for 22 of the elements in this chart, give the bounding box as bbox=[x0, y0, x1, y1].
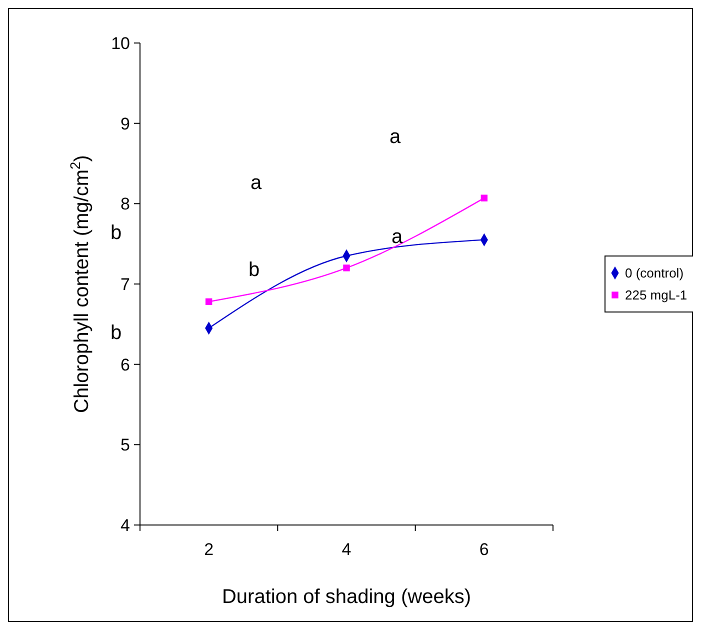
x-tick-label: 6 bbox=[479, 540, 489, 559]
annotation: a bbox=[391, 226, 404, 248]
text: b bbox=[110, 322, 122, 344]
y-tick-label: 4 bbox=[120, 516, 130, 535]
annotation: b bbox=[248, 259, 260, 281]
point bbox=[343, 264, 350, 272]
y-tick-label: 6 bbox=[120, 355, 130, 374]
y-tick-label: 10 bbox=[111, 34, 130, 53]
x-tick-label: 4 bbox=[342, 540, 352, 559]
text: b bbox=[110, 222, 122, 244]
annotation: a bbox=[389, 126, 402, 148]
legend-label: 0 (control) bbox=[625, 266, 684, 281]
legend-label: 225 mgL-1 bbox=[625, 288, 688, 303]
x-tick-label: 2 bbox=[204, 540, 214, 559]
annotation: a bbox=[250, 172, 262, 194]
point bbox=[205, 298, 212, 306]
y-tick-label: 5 bbox=[120, 436, 130, 455]
y-tick-label: 9 bbox=[120, 114, 130, 134]
y-tick-label: 8 bbox=[120, 194, 130, 214]
x-axis-title: Duration of shading (weeks) bbox=[222, 586, 472, 608]
point bbox=[480, 194, 488, 202]
y-tick-label: 7 bbox=[120, 274, 130, 294]
